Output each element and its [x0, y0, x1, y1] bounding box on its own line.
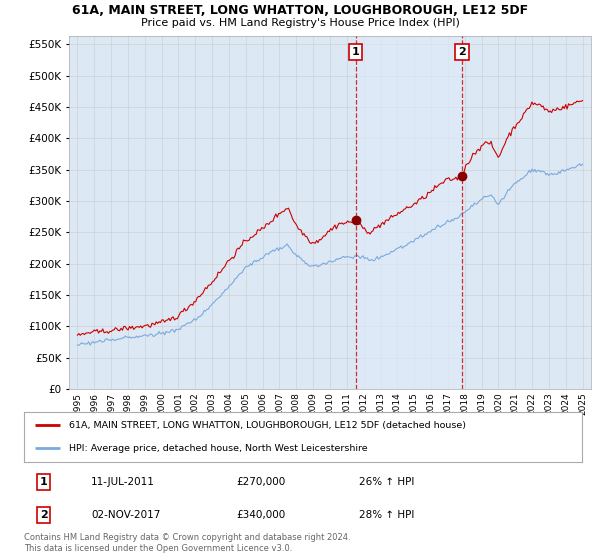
Text: Contains HM Land Registry data © Crown copyright and database right 2024.
This d: Contains HM Land Registry data © Crown c…	[24, 533, 350, 553]
Text: 61A, MAIN STREET, LONG WHATTON, LOUGHBOROUGH, LE12 5DF (detached house): 61A, MAIN STREET, LONG WHATTON, LOUGHBOR…	[68, 421, 466, 430]
Bar	[356, 36, 462, 389]
Text: 02-NOV-2017: 02-NOV-2017	[91, 510, 160, 520]
Text: 1: 1	[352, 47, 359, 57]
Text: £340,000: £340,000	[236, 510, 285, 520]
Text: 61A, MAIN STREET, LONG WHATTON, LOUGHBOROUGH, LE12 5DF: 61A, MAIN STREET, LONG WHATTON, LOUGHBOR…	[72, 4, 528, 17]
Text: 2: 2	[458, 47, 466, 57]
Text: 26% ↑ HPI: 26% ↑ HPI	[359, 477, 414, 487]
Text: Price paid vs. HM Land Registry's House Price Index (HPI): Price paid vs. HM Land Registry's House …	[140, 18, 460, 28]
Text: £270,000: £270,000	[236, 477, 285, 487]
Text: 28% ↑ HPI: 28% ↑ HPI	[359, 510, 414, 520]
Text: HPI: Average price, detached house, North West Leicestershire: HPI: Average price, detached house, Nort…	[68, 444, 367, 453]
Text: 2: 2	[40, 510, 47, 520]
Text: 1: 1	[40, 477, 47, 487]
Text: 11-JUL-2011: 11-JUL-2011	[91, 477, 155, 487]
